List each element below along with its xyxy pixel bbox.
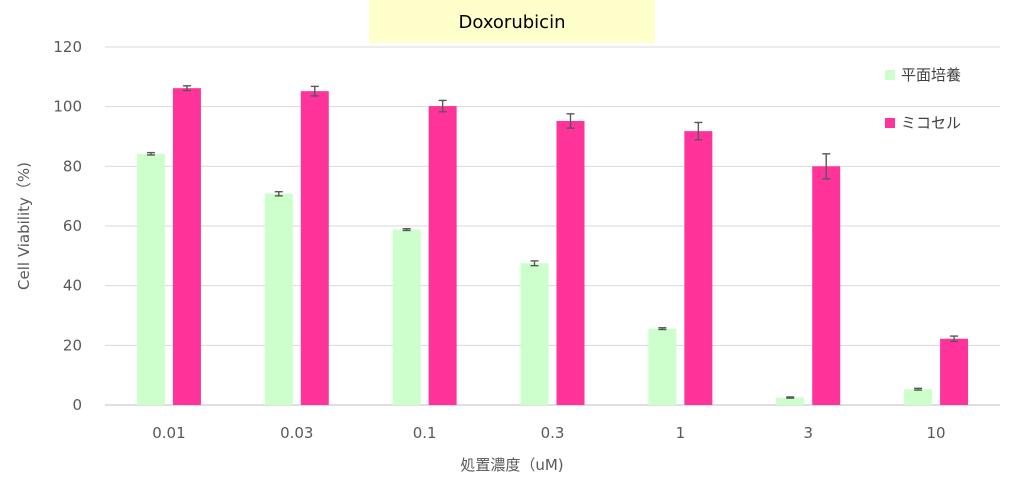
bar-s0-0.01 [136,153,165,405]
legend-label-flat-culture: 平面培養 [901,66,961,84]
x-axis-title: 処置濃度（uM) [460,456,563,474]
legend: 平面培養 ミコセル [885,66,961,132]
y-axis-tick-labels: 0 20 40 60 80 100 120 [53,38,82,414]
y-tick-label-60: 60 [63,217,82,235]
x-tick-label-1: 1 [676,424,686,442]
bar-s1-10 [940,338,969,405]
bar-s0-3 [776,397,805,405]
bar-s1-0.3 [556,120,585,405]
x-tick-label-0.03: 0.03 [280,424,313,442]
bar-s1-1 [684,131,713,405]
x-tick-label-0.3: 0.3 [541,424,565,442]
y-tick-label-40: 40 [63,277,82,295]
legend-swatch-flat-culture [885,70,895,80]
legend-swatch-micocell [885,118,895,128]
bar-s1-3 [812,166,841,405]
bar-s0-10 [904,389,933,405]
x-tick-label-10: 10 [927,424,946,442]
bar-s1-0.01 [172,88,201,406]
error-bars [146,85,959,399]
bar-s0-1 [648,328,677,405]
x-tick-label-0.1: 0.1 [413,424,437,442]
legend-label-micocell: ミコセル [901,114,961,132]
bar-s1-0.03 [300,91,329,406]
y-tick-label-120: 120 [53,38,82,56]
chart-title-background [369,0,655,43]
bar-s0-0.1 [392,229,421,405]
gridlines [105,46,1000,406]
chart-title: Doxorubicin [459,12,566,33]
y-tick-label-20: 20 [63,336,82,354]
y-axis-title: Cell Viability（%) [15,162,33,290]
bar-s0-0.03 [264,193,293,405]
y-tick-label-100: 100 [53,98,82,116]
x-tick-label-0.01: 0.01 [152,424,185,442]
bar-s1-0.1 [428,106,457,405]
bar-s0-0.3 [520,263,549,405]
x-axis-tick-labels: 0.01 0.03 0.1 0.3 1 3 10 [152,424,945,442]
y-tick-label-80: 80 [63,157,82,175]
bars [136,88,969,406]
y-tick-label-0: 0 [72,396,82,414]
x-tick-label-3: 3 [803,424,813,442]
